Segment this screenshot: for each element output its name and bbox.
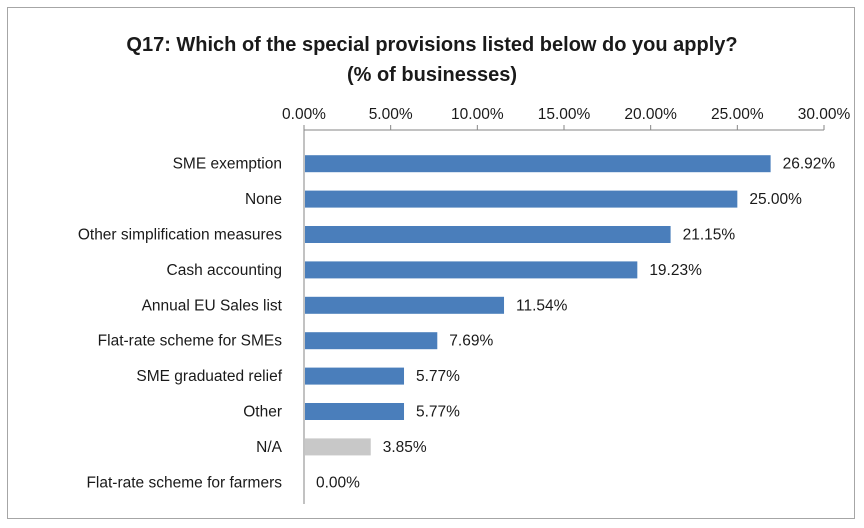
category-label: SME exemption	[173, 156, 282, 173]
bar	[305, 438, 371, 456]
x-axis: 0.00% 5.00% 10.00% 15.00% 20.00% 25.00% 30.00%	[282, 106, 850, 504]
category-label: SME graduated relief	[136, 368, 282, 385]
category-label: None	[245, 191, 282, 208]
x-tick-label: 15.00%	[538, 106, 591, 123]
bar	[305, 296, 505, 314]
bar	[305, 403, 405, 420]
data-label: 5.77%	[416, 368, 460, 385]
x-tick-label: 5.00%	[369, 106, 413, 123]
data-label: 25.00%	[749, 191, 802, 208]
data-label: 7.69%	[449, 333, 493, 350]
data-label: 21.15%	[683, 227, 736, 244]
data-label: 19.23%	[649, 262, 702, 279]
category-label: Flat-rate scheme for farmers	[86, 474, 282, 491]
category-label: Flat-rate scheme for SMEs	[98, 333, 283, 350]
data-label: 26.92%	[783, 156, 836, 173]
data-label: 0.00%	[316, 474, 360, 491]
category-label: N/A	[256, 439, 283, 456]
bar	[305, 332, 438, 350]
bar	[305, 261, 638, 279]
bar	[305, 155, 771, 173]
data-label: 11.54%	[516, 297, 568, 314]
bar	[305, 367, 405, 385]
data-label: 5.77%	[416, 404, 460, 421]
chart-subtitle: (% of businesses)	[347, 64, 517, 86]
category-label: Other	[243, 404, 282, 421]
x-tick-label: 10.00%	[451, 106, 504, 123]
x-tick-label: 20.00%	[624, 106, 677, 123]
chart-title: Q17: Which of the special provisions lis…	[126, 34, 737, 56]
x-tick-label: 25.00%	[711, 106, 764, 123]
bar	[305, 226, 671, 243]
x-tick-label: 30.00%	[798, 106, 851, 123]
category-label: Annual EU Sales list	[142, 297, 283, 314]
bar	[305, 190, 738, 208]
bars: SME exemption 26.92% None 25.00% Other simpl…	[78, 155, 836, 491]
category-label: Cash accounting	[167, 262, 282, 279]
data-label: 3.85%	[383, 439, 427, 456]
category-label: Other simplification measures	[78, 227, 282, 244]
x-tick-label: 0.00%	[282, 106, 326, 123]
